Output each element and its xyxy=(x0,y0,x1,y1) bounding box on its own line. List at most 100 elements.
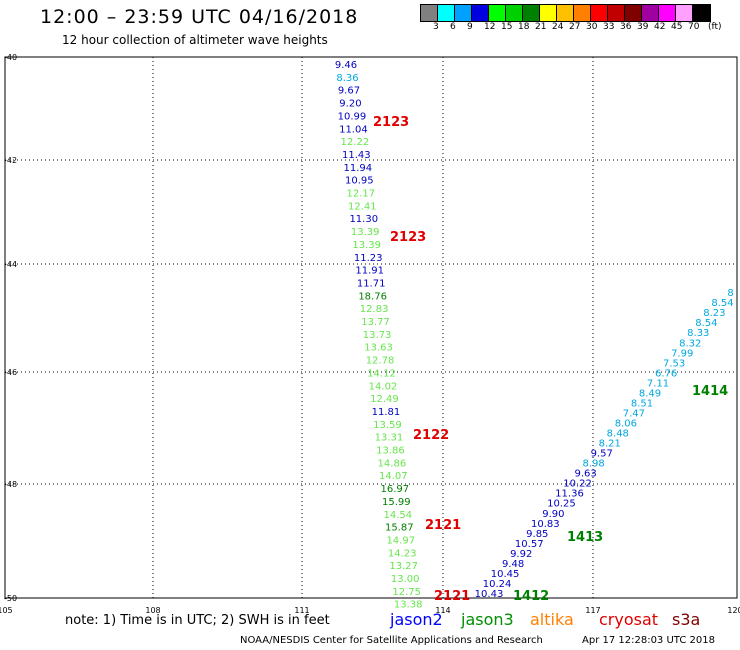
swh-value-label: 10.22 xyxy=(563,479,592,490)
swh-value-label: 14.86 xyxy=(378,458,407,469)
swh-value-label: 9.90 xyxy=(542,509,564,520)
swh-value-label: 10.24 xyxy=(483,579,512,590)
scale-label: 6 xyxy=(450,22,456,32)
swh-value-label: 11.91 xyxy=(355,266,384,277)
scale-label: 12 xyxy=(484,22,496,32)
lat-tick-label: -40 xyxy=(4,53,17,62)
scale-swatch xyxy=(676,5,693,21)
pass-time-label: 2123 xyxy=(373,115,409,130)
swh-value-label: 8.06 xyxy=(615,418,637,429)
scale-label: 18 xyxy=(518,22,530,32)
lon-tick-label: 117 xyxy=(585,606,600,615)
swh-value-label: 14.07 xyxy=(379,471,408,482)
swh-value-label: 8.98 xyxy=(583,459,605,470)
swh-value-label: 13.27 xyxy=(389,561,418,572)
swh-value-label: 8.32 xyxy=(679,338,701,349)
scale-label: 70 xyxy=(688,22,700,32)
scale-swatch xyxy=(540,5,557,21)
swh-value-label: 8 xyxy=(727,288,733,299)
swh-value-label: 10.43 xyxy=(475,589,504,600)
swh-value-label: 13.73 xyxy=(363,330,392,341)
color-scale-bar xyxy=(420,4,711,22)
swh-value-label: 8.23 xyxy=(703,308,725,319)
scale-label: 45 xyxy=(671,22,683,32)
legend-sat-jason2: jason2 xyxy=(390,610,443,629)
scale-swatch xyxy=(523,5,540,21)
scale-swatch xyxy=(557,5,574,21)
lat-tick-label: -48 xyxy=(4,480,17,489)
swh-value-label: 10.95 xyxy=(345,176,374,187)
scale-swatch xyxy=(421,5,438,21)
swh-value-label: 18.76 xyxy=(358,291,387,302)
swh-value-label: 10.99 xyxy=(338,111,367,122)
swh-value-label: 8.54 xyxy=(711,298,733,309)
pass-time-label: 2123 xyxy=(390,230,426,245)
swh-value-label: 8.21 xyxy=(599,439,621,450)
scale-swatch xyxy=(438,5,455,21)
swh-value-label: 11.71 xyxy=(357,278,386,289)
swh-value-label: 16.97 xyxy=(381,484,410,495)
scale-swatch xyxy=(659,5,676,21)
pass-time-label: 1413 xyxy=(567,530,603,545)
pass-time-label: 2121 xyxy=(434,589,470,604)
generation-timestamp: Apr 17 12:28:03 UTC 2018 xyxy=(582,635,715,646)
swh-value-label: 13.39 xyxy=(351,227,380,238)
scale-swatch xyxy=(693,5,710,21)
swh-value-label: 8.48 xyxy=(607,429,629,440)
swh-value-label: 8.36 xyxy=(336,73,358,84)
scale-swatch xyxy=(608,5,625,21)
scale-label: 15 xyxy=(501,22,513,32)
scale-swatch xyxy=(472,5,489,21)
swh-value-label: 10.25 xyxy=(547,499,576,510)
swh-value-label: 9.20 xyxy=(339,99,361,110)
scale-label: 39 xyxy=(637,22,649,32)
lat-tick-label: -42 xyxy=(4,156,17,165)
scale-swatch xyxy=(591,5,608,21)
swh-value-label: 14.54 xyxy=(383,510,412,521)
scale-label: 36 xyxy=(620,22,632,32)
swh-value-label: 13.59 xyxy=(373,420,402,431)
swh-value-label: 9.85 xyxy=(526,529,548,540)
swh-value-label: 13.77 xyxy=(361,317,390,328)
credit-line: NOAA/NESDIS Center for Satellite Applica… xyxy=(240,635,543,646)
scale-label: 9 xyxy=(467,22,473,32)
swh-value-label: 13.00 xyxy=(391,574,420,585)
swh-value-label: 13.39 xyxy=(352,240,381,251)
map-frame xyxy=(4,56,738,599)
lon-tick-label: 114 xyxy=(435,606,450,615)
scale-label: 24 xyxy=(552,22,564,32)
swh-value-label: 11.43 xyxy=(342,150,371,161)
swh-value-label: 11.94 xyxy=(344,163,373,174)
swh-value-label: 7.47 xyxy=(623,408,645,419)
scale-swatch xyxy=(642,5,659,21)
lon-tick-label: 111 xyxy=(294,606,309,615)
lon-tick-label: 105 xyxy=(0,606,13,615)
swh-value-label: 12.75 xyxy=(392,587,421,598)
scale-unit-label: (ft) xyxy=(708,22,722,32)
swh-value-label: 8.49 xyxy=(639,388,661,399)
swh-value-label: 7.53 xyxy=(663,358,685,369)
swh-value-label: 15.99 xyxy=(382,497,411,508)
swh-value-label: 12.49 xyxy=(370,394,399,405)
swh-value-label: 9.92 xyxy=(510,549,532,560)
scale-label: 30 xyxy=(586,22,598,32)
pass-time-label: 1414 xyxy=(692,384,728,399)
swh-value-label: 8.51 xyxy=(631,398,653,409)
scale-swatch xyxy=(489,5,506,21)
pass-time-label: 2122 xyxy=(413,428,449,443)
swh-value-label: 8.54 xyxy=(695,318,717,329)
swh-value-label: 11.23 xyxy=(354,253,383,264)
swh-value-label: 7.11 xyxy=(647,378,669,389)
swh-value-label: 10.57 xyxy=(515,539,544,550)
swh-value-label: 14.23 xyxy=(388,548,417,559)
map-title: 12:00 – 23:59 UTC 04/16/2018 xyxy=(40,6,359,28)
lat-tick-label: -50 xyxy=(4,594,17,603)
scale-swatch xyxy=(455,5,472,21)
swh-value-label: 11.81 xyxy=(372,407,401,418)
swh-value-label: 12.22 xyxy=(341,137,370,148)
scale-label: 3 xyxy=(433,22,439,32)
swh-value-label: 7.99 xyxy=(671,348,693,359)
swh-value-label: 11.36 xyxy=(555,489,584,500)
legend-sat-altika: altika xyxy=(530,610,574,629)
swh-value-label: 13.86 xyxy=(376,446,405,457)
